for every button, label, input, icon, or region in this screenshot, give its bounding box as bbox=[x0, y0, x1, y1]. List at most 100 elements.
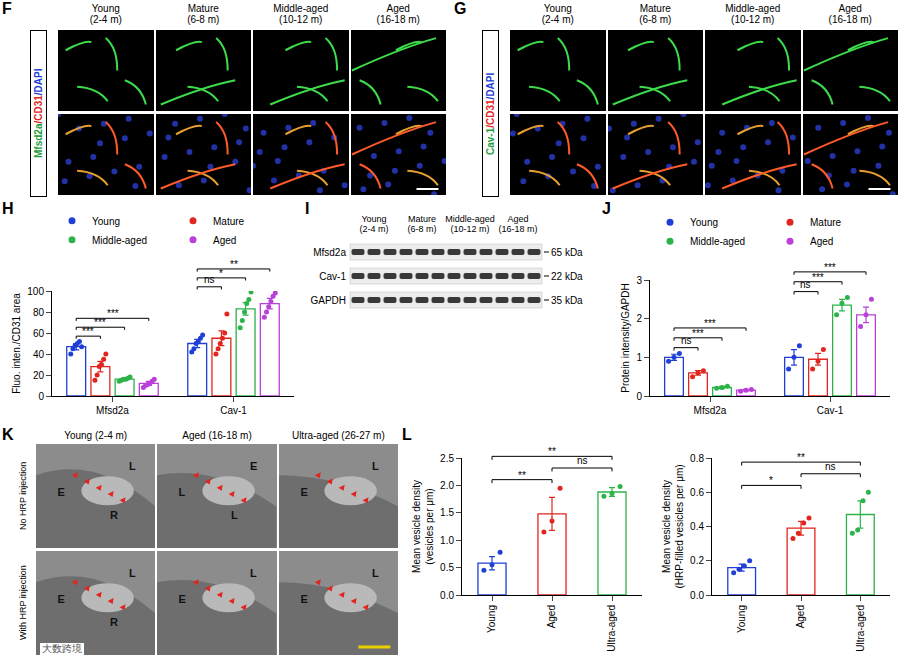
svg-text:1: 1 bbox=[636, 352, 642, 363]
svg-text:***: *** bbox=[824, 262, 836, 273]
html-text:G: G bbox=[454, 0, 467, 17]
svg-text:1.0: 1.0 bbox=[440, 535, 454, 546]
html-text:Mature: Mature bbox=[639, 3, 671, 14]
html-text:Young: Young bbox=[91, 3, 120, 14]
svg-text:Young: Young bbox=[92, 216, 120, 227]
svg-text:0.0: 0.0 bbox=[690, 590, 704, 601]
svg-text:Ultra-aged: Ultra-aged bbox=[606, 605, 617, 652]
svg-text:ns: ns bbox=[204, 274, 215, 285]
svg-text:Mean vesicle density(HRP-fille: Mean vesicle density(HRP-filled vesicles… bbox=[661, 464, 685, 588]
html-text:Young: Young bbox=[543, 3, 572, 14]
svg-text:Young: Young bbox=[486, 605, 497, 633]
svg-text:Aged: Aged bbox=[795, 605, 806, 628]
svg-text:Ultra-aged: Ultra-aged bbox=[855, 605, 866, 652]
svg-text:1.5: 1.5 bbox=[440, 507, 454, 518]
html-text:Mature: Mature bbox=[187, 3, 219, 14]
svg-text:40: 40 bbox=[33, 349, 45, 360]
svg-text:0.6: 0.6 bbox=[690, 487, 704, 498]
svg-text:E: E bbox=[57, 486, 64, 498]
svg-text:Cav-1: Cav-1 bbox=[319, 271, 346, 282]
svg-text:Cav-1: Cav-1 bbox=[220, 405, 247, 416]
svg-text:0.8: 0.8 bbox=[690, 453, 704, 464]
svg-text:2.5: 2.5 bbox=[440, 453, 454, 464]
svg-text:L: L bbox=[231, 509, 238, 521]
html-text:/CD31: /CD31 bbox=[33, 95, 44, 124]
svg-text:60: 60 bbox=[33, 328, 45, 339]
html-text:Middle-aged: Middle-aged bbox=[273, 3, 329, 14]
svg-text:35 kDa: 35 kDa bbox=[551, 295, 583, 306]
svg-text:Mfsd2a: Mfsd2a bbox=[96, 405, 129, 416]
html-text:(10-12 m): (10-12 m) bbox=[279, 14, 323, 25]
svg-text:E: E bbox=[250, 460, 257, 472]
svg-text:Mfsd2a: Mfsd2a bbox=[694, 405, 727, 416]
svg-text:0: 0 bbox=[38, 391, 44, 402]
svg-text:R: R bbox=[110, 616, 118, 628]
svg-text:***: *** bbox=[812, 272, 824, 283]
svg-text:L: L bbox=[179, 486, 186, 498]
svg-text:***: *** bbox=[82, 326, 94, 337]
html-text:Aged: Aged bbox=[386, 3, 410, 14]
svg-text:Aged: Aged bbox=[810, 236, 833, 247]
svg-text:***: *** bbox=[692, 328, 704, 339]
svg-text:0.2: 0.2 bbox=[690, 555, 704, 566]
svg-text:0.5: 0.5 bbox=[440, 562, 454, 573]
svg-text:2: 2 bbox=[636, 313, 642, 324]
svg-text:ns: ns bbox=[577, 455, 588, 466]
svg-text:65 kDa: 65 kDa bbox=[551, 247, 583, 258]
html-text:(6-8 m): (6-8 m) bbox=[187, 14, 220, 25]
svg-text:0: 0 bbox=[636, 391, 642, 402]
html-text:K: K bbox=[2, 426, 14, 443]
svg-text:E: E bbox=[300, 486, 307, 498]
svg-text:E: E bbox=[179, 593, 186, 605]
svg-text:L: L bbox=[129, 460, 136, 472]
svg-text:*: * bbox=[219, 268, 223, 279]
html-text:H: H bbox=[2, 200, 14, 217]
svg-text:Mature: Mature bbox=[213, 216, 245, 227]
svg-text:L: L bbox=[250, 567, 257, 579]
svg-text:L: L bbox=[372, 567, 379, 579]
svg-text:*: * bbox=[769, 475, 773, 486]
svg-text:20: 20 bbox=[33, 370, 45, 381]
svg-text:**: ** bbox=[230, 259, 238, 270]
svg-text:Cav-1: Cav-1 bbox=[817, 405, 844, 416]
svg-text:Aged: Aged bbox=[546, 605, 557, 628]
svg-text:Mfsd2a: Mfsd2a bbox=[313, 247, 346, 258]
html-text:/DAPI: /DAPI bbox=[33, 68, 44, 96]
html-text:Mfsd2a: Mfsd2a bbox=[33, 123, 44, 159]
svg-text:Mature: Mature bbox=[810, 217, 842, 228]
svg-text:Protein intensity/GAPDH: Protein intensity/GAPDH bbox=[620, 283, 631, 393]
svg-text:E: E bbox=[300, 593, 307, 605]
svg-text:**: ** bbox=[797, 452, 805, 463]
svg-text:2.0: 2.0 bbox=[440, 480, 454, 491]
svg-text:Middle-aged: Middle-aged bbox=[690, 236, 745, 247]
svg-text:Mean vesicle density(vesicles: Mean vesicle density(vesicles per μm) bbox=[411, 480, 435, 573]
svg-text:3: 3 bbox=[636, 275, 642, 286]
svg-text:22 kDa: 22 kDa bbox=[551, 271, 583, 282]
svg-text:R: R bbox=[110, 509, 118, 521]
svg-text:***: *** bbox=[704, 318, 716, 329]
svg-text:L: L bbox=[129, 567, 136, 579]
html-text:(2-4 m): (2-4 m) bbox=[541, 14, 574, 25]
svg-text:ns: ns bbox=[825, 461, 836, 472]
svg-text:Young: Young bbox=[690, 217, 718, 228]
svg-text:ns: ns bbox=[800, 279, 811, 290]
svg-text:E: E bbox=[57, 593, 64, 605]
svg-text:0.4: 0.4 bbox=[690, 521, 704, 532]
svg-text:**: ** bbox=[518, 470, 526, 481]
svg-text:L: L bbox=[372, 460, 379, 472]
svg-text:Middle-aged: Middle-aged bbox=[92, 235, 147, 246]
html-text:(16-18 m): (16-18 m) bbox=[376, 14, 420, 25]
svg-text:Aged: Aged bbox=[213, 235, 236, 246]
svg-text:0.0: 0.0 bbox=[440, 590, 454, 601]
html-text:(2-4 m): (2-4 m) bbox=[89, 14, 122, 25]
svg-text:***: *** bbox=[107, 308, 119, 319]
svg-text:Young: Young bbox=[736, 605, 747, 633]
svg-text:Fluo. inten./CD31 area: Fluo. inten./CD31 area bbox=[11, 293, 22, 394]
svg-text:GAPDH: GAPDH bbox=[310, 295, 346, 306]
html-text:(6-8 m): (6-8 m) bbox=[639, 14, 672, 25]
svg-text:ns: ns bbox=[681, 335, 692, 346]
svg-text:**: ** bbox=[548, 446, 556, 457]
svg-text:80: 80 bbox=[33, 307, 45, 318]
svg-text:100: 100 bbox=[27, 286, 44, 297]
svg-text:***: *** bbox=[94, 317, 106, 328]
